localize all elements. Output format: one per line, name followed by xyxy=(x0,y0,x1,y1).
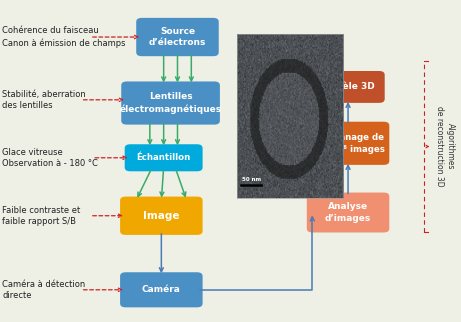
FancyBboxPatch shape xyxy=(307,193,389,232)
FancyBboxPatch shape xyxy=(124,144,202,171)
FancyBboxPatch shape xyxy=(136,18,219,56)
Text: Faible contraste et
faible rapport S/B: Faible contraste et faible rapport S/B xyxy=(2,205,81,226)
FancyBboxPatch shape xyxy=(120,196,202,235)
Text: Échantillon: Échantillon xyxy=(136,153,191,162)
Text: Cohérence du faisceau
Canon à émission de champs: Cohérence du faisceau Canon à émission d… xyxy=(2,26,126,48)
Text: Modèle 3D: Modèle 3D xyxy=(321,82,375,91)
Text: Caméra: Caméra xyxy=(142,285,181,294)
Text: Algorithmes
de reconstruction 3D: Algorithmes de reconstruction 3D xyxy=(435,106,455,187)
FancyBboxPatch shape xyxy=(307,122,389,165)
Text: Stabilité, aberration
des lentilles: Stabilité, aberration des lentilles xyxy=(2,90,86,110)
Text: Analyse
d’images: Analyse d’images xyxy=(325,202,371,223)
FancyBboxPatch shape xyxy=(311,71,384,103)
Text: Lentilles
électromagnétiques: Lentilles électromagnétiques xyxy=(119,92,222,114)
FancyBboxPatch shape xyxy=(121,81,220,125)
Text: 50 nm: 50 nm xyxy=(242,177,261,182)
Text: Glace vitreuse
Observation à - 180 °C: Glace vitreuse Observation à - 180 °C xyxy=(2,147,98,168)
Text: Moyennage de
10⁴-10⁶ images: Moyennage de 10⁴-10⁶ images xyxy=(312,133,384,154)
Text: Source
d’électrons: Source d’électrons xyxy=(149,27,206,47)
Text: Caméra à détection
directe: Caméra à détection directe xyxy=(2,279,86,300)
FancyBboxPatch shape xyxy=(120,272,202,307)
Text: Image: Image xyxy=(143,211,180,221)
